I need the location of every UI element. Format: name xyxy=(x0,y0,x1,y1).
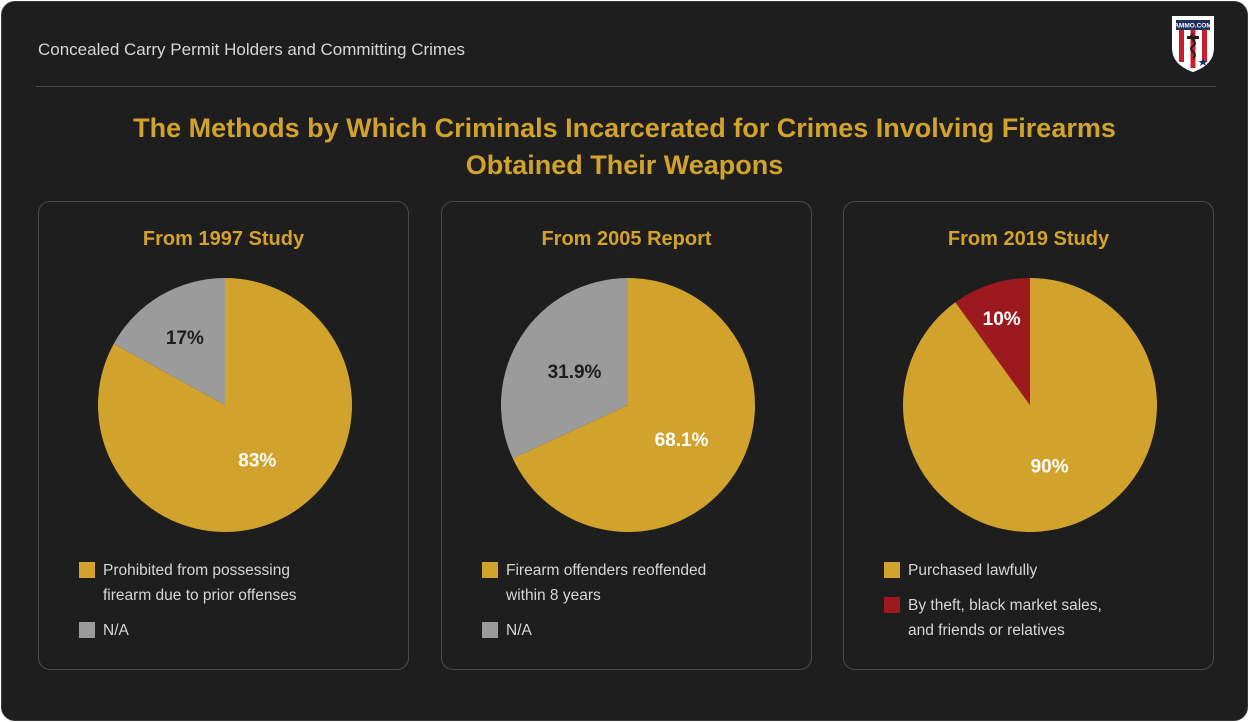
panel-title: From 1997 Study xyxy=(142,228,305,250)
pie-chart-2005: 68.1% 31.9% xyxy=(501,278,756,532)
header-title: Concealed Carry Permit Holders and Commi… xyxy=(38,40,466,59)
pie-chart-2019: 90% 10% xyxy=(902,278,1157,532)
pie-slice-1 xyxy=(902,278,1157,532)
pie-slice-2 xyxy=(113,278,225,405)
panel-2019-study: From 2019 Study 90% 10% Purchased lawfull… xyxy=(843,201,1214,670)
legend-swatch xyxy=(482,622,498,638)
pie-slice-1 xyxy=(98,278,353,532)
legend-1997: Prohibited from possessing firearm due t… xyxy=(79,558,379,653)
legend-swatch xyxy=(482,562,498,578)
legend-label: N/A xyxy=(506,622,532,639)
pie-slice-label-1: 68.1% xyxy=(655,430,709,451)
legend-swatch xyxy=(884,562,900,578)
legend-item: N/A xyxy=(79,618,379,643)
pie-slice-label-2: 31.9% xyxy=(548,362,602,383)
pie-slice-2 xyxy=(955,278,1030,405)
pie-slice-label-2: 17% xyxy=(166,328,204,349)
legend-swatch xyxy=(884,597,900,613)
pie-chart-1997: 83% 17% xyxy=(98,278,353,532)
legend-label: Purchased lawfully xyxy=(908,562,1038,579)
pie-slice-label-1: 83% xyxy=(238,451,276,472)
pie-slice-1 xyxy=(512,278,756,532)
legend-label: By theft, black market sales, xyxy=(908,597,1102,614)
legend-item: N/A xyxy=(482,618,782,643)
legend-label: Prohibited from possessing xyxy=(103,562,290,579)
logo-text: AMMO.COM xyxy=(1174,23,1212,30)
legend-item: By theft, black market sales, and friend… xyxy=(884,593,1184,643)
legend-label: and friends or relatives xyxy=(908,622,1065,639)
legend-label: firearm due to prior offenses xyxy=(103,587,297,604)
pie-slice-label-2: 10% xyxy=(983,309,1021,330)
legend-label: Firearm offenders reoffended xyxy=(506,562,707,579)
pie-slice-2 xyxy=(501,278,628,459)
legend-label: N/A xyxy=(103,622,129,639)
legend-item: Firearm offenders reoffended within 8 ye… xyxy=(482,558,782,608)
legend-swatch xyxy=(79,622,95,638)
panel-1997-study: From 1997 Study 83% 17% Prohibited from p… xyxy=(38,201,409,670)
header-divider xyxy=(36,86,1216,87)
panel-title: From 2019 Study xyxy=(947,228,1110,250)
legend-label: within 8 years xyxy=(506,587,601,604)
legend-2019: Purchased lawfully By theft, black marke… xyxy=(884,558,1184,653)
panel-2005-report: From 2005 Report 68.1% 31.9% Firearm offe… xyxy=(441,201,812,670)
pie-slice-label-1: 90% xyxy=(1031,456,1069,477)
legend-item: Purchased lawfully xyxy=(884,558,1184,583)
main-title-line-1: The Methods by Which Criminals Incarcera… xyxy=(133,113,1116,143)
ammo-com-logo: AMMO.COM xyxy=(1172,16,1214,73)
legend-swatch xyxy=(79,562,95,578)
main-title-line-2: Obtained Their Weapons xyxy=(465,150,784,180)
legend-2005: Firearm offenders reoffended within 8 ye… xyxy=(482,558,782,653)
legend-item: Prohibited from possessing firearm due t… xyxy=(79,558,379,608)
main-title: The Methods by Which Criminals Incarcera… xyxy=(2,110,1247,184)
panel-title: From 2005 Report xyxy=(541,228,712,250)
